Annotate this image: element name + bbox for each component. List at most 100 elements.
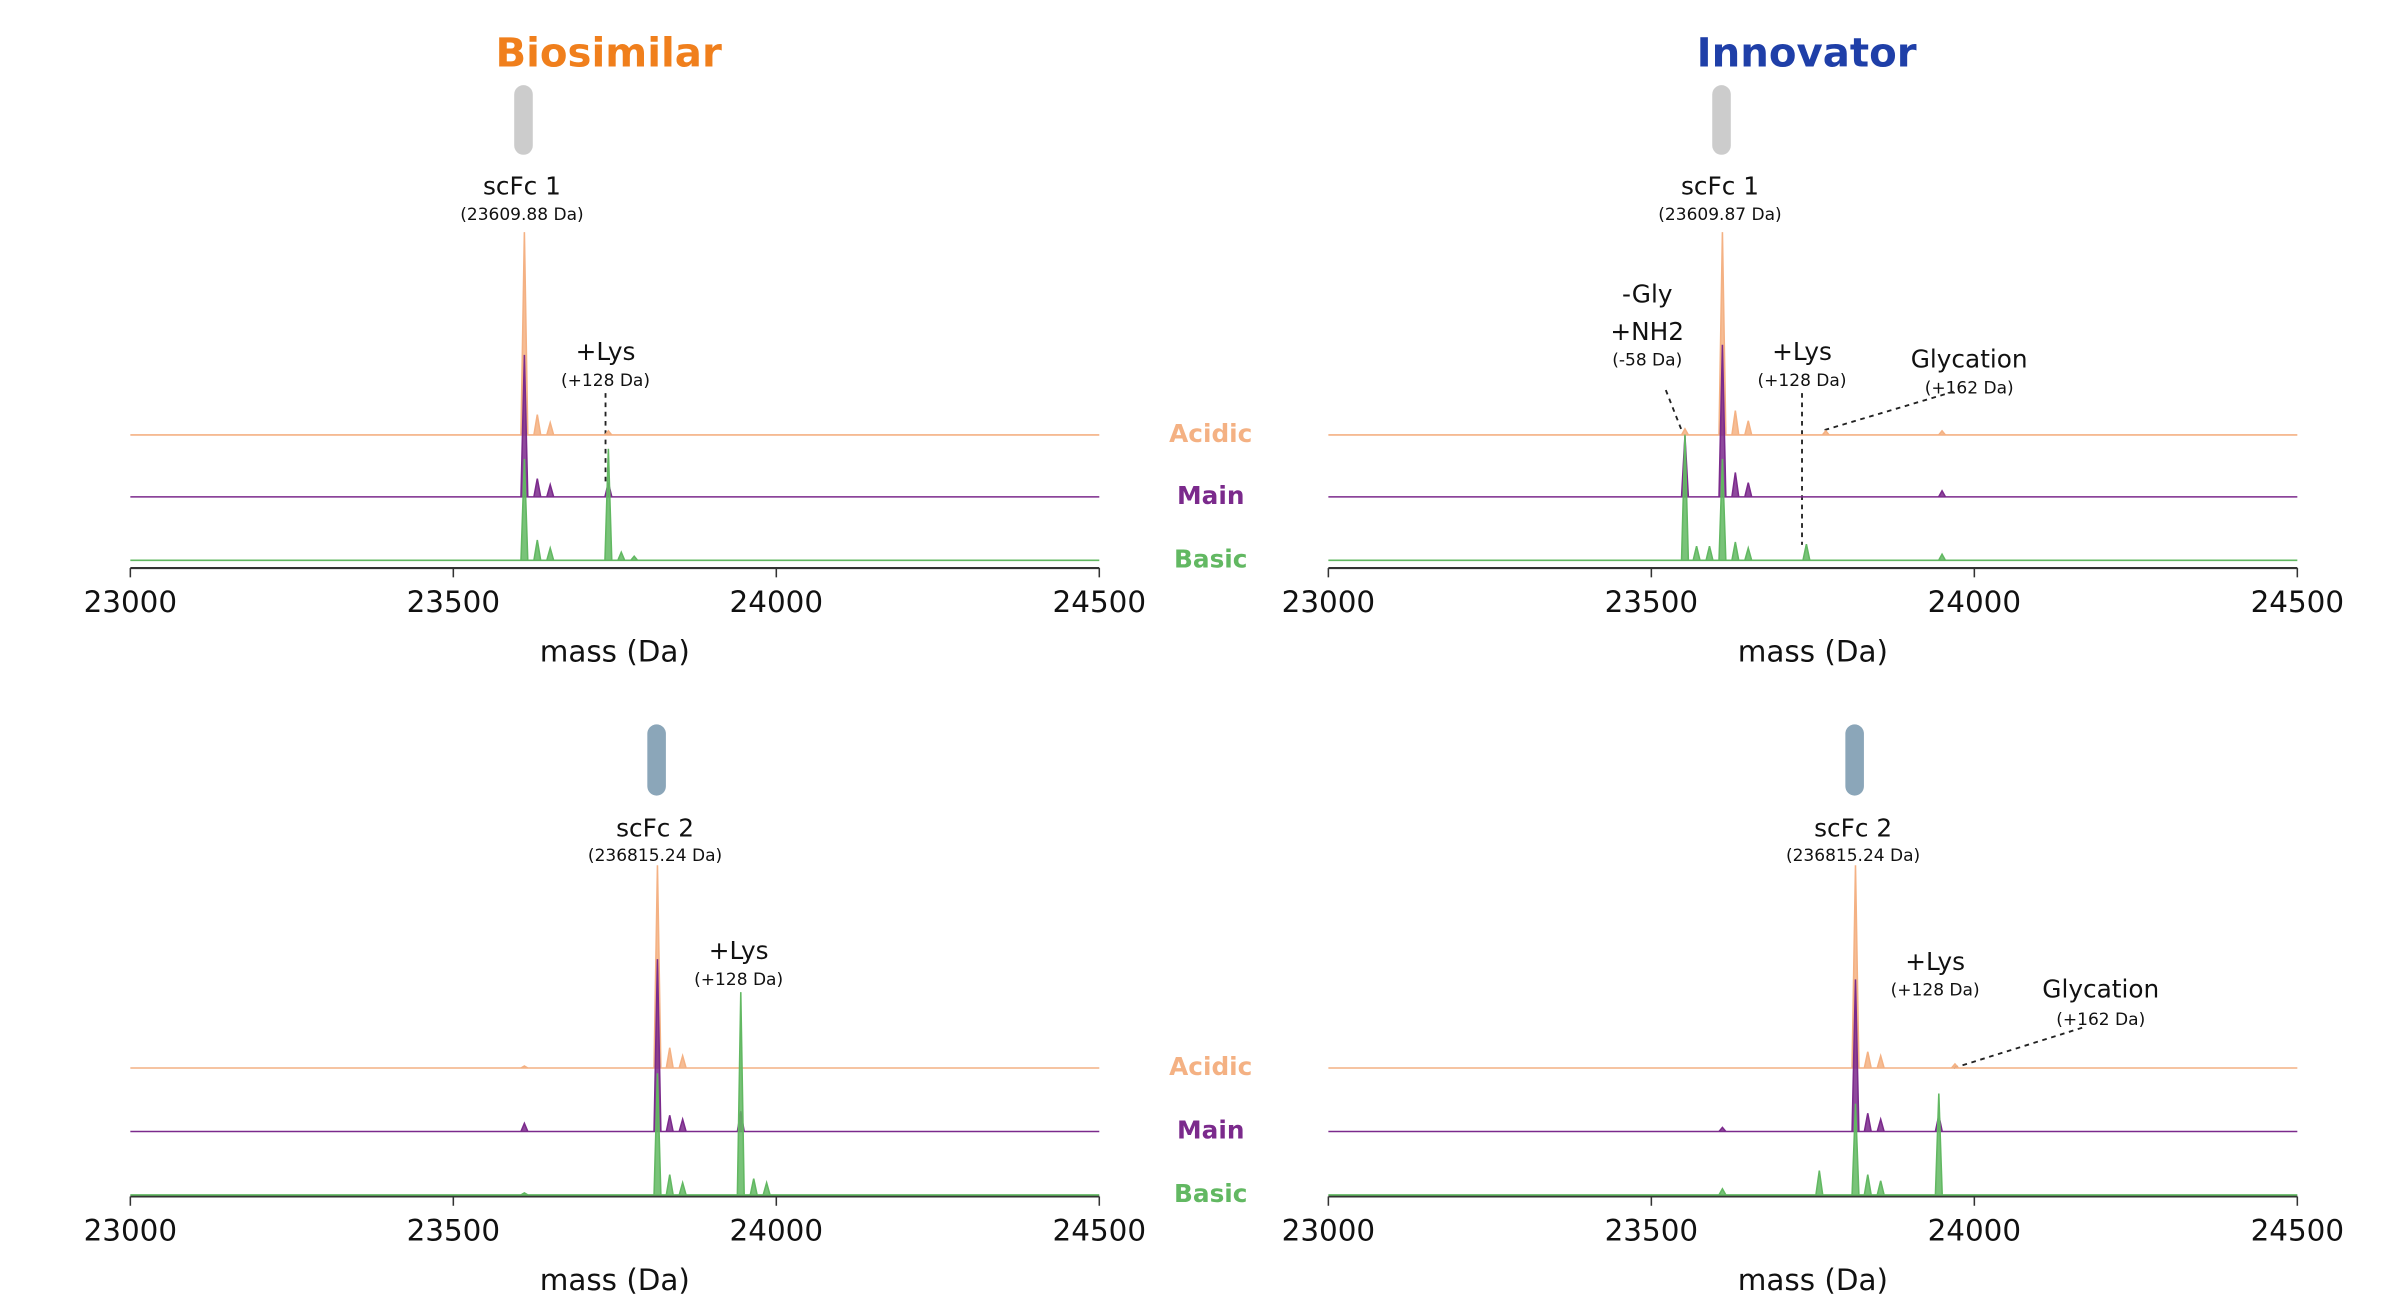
annotation: Glycation (2042, 975, 2159, 1004)
trace-label: Basic (1174, 1179, 1247, 1208)
annotation: +Lys (1772, 337, 1832, 366)
x-tick-label: 24000 (730, 1214, 823, 1248)
peak (546, 419, 555, 436)
peak (520, 1121, 529, 1132)
peak (1863, 1051, 1872, 1069)
x-tick-label: 23000 (84, 1214, 178, 1248)
peak (1718, 232, 1727, 435)
peak (1731, 541, 1740, 561)
annotation: scFc 1 (1681, 171, 1759, 200)
peak (1937, 489, 1947, 498)
annotation: scFc 2 (616, 814, 694, 843)
peak (1744, 482, 1753, 498)
x-tick-label: 24500 (1053, 585, 1147, 619)
annotation: (23609.87 Da) (1658, 205, 1781, 225)
peak (678, 1052, 687, 1069)
peak (1851, 865, 1860, 1069)
tube-icon (514, 85, 533, 155)
annotation: (236815.24 Da) (588, 846, 722, 866)
peak (520, 354, 529, 497)
annotation: (+128 Da) (1758, 371, 1847, 391)
peak (1934, 1093, 1943, 1195)
x-tick-label: 23500 (407, 585, 501, 619)
peak (1821, 429, 1830, 436)
peak (678, 1116, 687, 1132)
annotation-line (1953, 1026, 2083, 1069)
annotation: (+128 Da) (561, 371, 650, 391)
annotation: +NH2 (1610, 317, 1684, 346)
annotation: (23609.88 Da) (460, 205, 583, 225)
peak (1680, 434, 1690, 561)
annotation: +Lys (709, 936, 769, 965)
annotation: (+128 Da) (694, 970, 783, 990)
annotation: (+162 Da) (2056, 1010, 2145, 1030)
peak (749, 1178, 758, 1196)
x-axis-label: mass (Da) (540, 635, 690, 669)
peak (604, 448, 613, 561)
trace-label: Main (1177, 1115, 1244, 1144)
annotation: (+128 Da) (1891, 981, 1980, 1001)
annotation: +Lys (576, 337, 636, 366)
x-axis-label: mass (Da) (540, 1263, 690, 1294)
peak (653, 959, 662, 1132)
peak (1876, 1052, 1885, 1069)
peak (533, 539, 542, 561)
peak (1802, 543, 1811, 561)
x-tick-label: 24000 (1928, 585, 2022, 619)
peak (1851, 979, 1860, 1132)
peak (1718, 1126, 1727, 1132)
peak (762, 1179, 771, 1196)
peak (1937, 552, 1947, 561)
peak (1692, 545, 1701, 561)
peak (1863, 1174, 1872, 1196)
peak (665, 1174, 674, 1196)
tube-icon (647, 724, 666, 796)
annotation: scFc 1 (483, 171, 561, 200)
x-tick-label: 23500 (407, 1214, 501, 1248)
peak (1815, 1170, 1824, 1196)
trace-label: Main (1177, 481, 1244, 510)
peak (1744, 420, 1753, 436)
peak (665, 1115, 674, 1132)
peak (617, 550, 626, 561)
annotation: (236815.24 Da) (1786, 846, 1920, 866)
peak (1718, 458, 1727, 561)
peak (1851, 1103, 1860, 1195)
peak (1705, 545, 1714, 561)
peak (1680, 427, 1690, 436)
panel-title: Biosimilar (495, 31, 721, 77)
peak (1863, 1113, 1872, 1132)
x-tick-label: 23500 (1605, 585, 1699, 619)
peak (520, 232, 529, 435)
x-tick-label: 24500 (2251, 585, 2345, 619)
peak (546, 481, 555, 498)
peak (736, 992, 745, 1195)
peak (1744, 545, 1753, 561)
panel-title: Innovator (1697, 31, 1917, 77)
peak (1950, 1062, 1959, 1069)
annotation: +Lys (1905, 947, 1965, 976)
trace-label: Basic (1174, 544, 1247, 573)
peak (520, 1192, 529, 1196)
peak (653, 1073, 662, 1195)
x-tick-label: 23000 (1282, 585, 1376, 619)
tube-icon (1712, 85, 1731, 155)
x-tick-label: 24000 (1928, 1214, 2022, 1248)
peak (1718, 344, 1727, 497)
peak (520, 1065, 529, 1069)
annotation: scFc 2 (1814, 814, 1892, 843)
annotation-line (1664, 389, 1684, 434)
annotation: Glycation (1911, 345, 2028, 374)
peak (1731, 472, 1740, 497)
peak (533, 414, 542, 436)
peak (604, 429, 613, 436)
x-axis-label: mass (Da) (1738, 1263, 1888, 1294)
x-tick-label: 24000 (730, 585, 823, 619)
tube-icon (1845, 724, 1864, 796)
peak (630, 555, 639, 561)
annotation-line (1823, 390, 1954, 432)
trace-label: Acidic (1169, 1052, 1252, 1081)
x-axis-label: mass (Da) (1738, 635, 1888, 669)
trace-label: Acidic (1169, 419, 1252, 448)
